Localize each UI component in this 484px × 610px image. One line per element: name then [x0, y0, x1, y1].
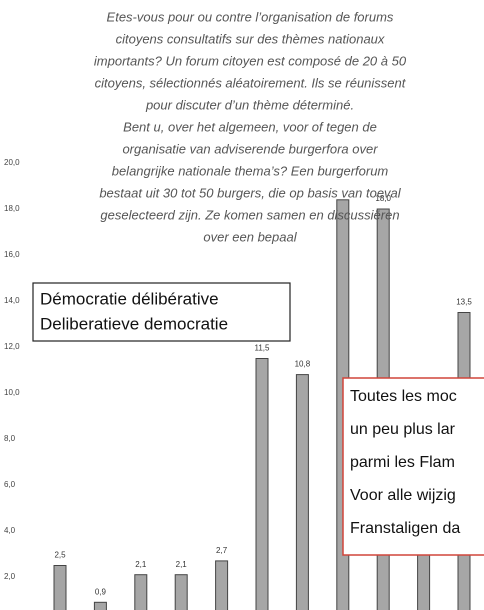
bar	[93, 601, 107, 610]
chart-title: belangrijke nationale thema’s? Een burge…	[112, 163, 389, 178]
chart-title: importants? Un forum citoyen est composé…	[94, 53, 407, 68]
annotation-text: parmi les Flam	[350, 454, 455, 471]
annotation-text: Démocratie délibérative	[40, 289, 219, 308]
chart-title: geselecteerd zijn. Ze komen samen en dis…	[100, 207, 399, 222]
chart-title: citoyens consultatifs sur des thèmes nat…	[116, 31, 385, 46]
annotation-text: Deliberatieve democratie	[40, 314, 228, 333]
chart-title: over een bepaal	[203, 229, 297, 244]
bar	[174, 574, 188, 610]
annotation-box	[32, 282, 291, 342]
value-label: 2,1	[135, 560, 147, 569]
bar	[215, 560, 229, 610]
y-tick-label: 20,0	[4, 158, 20, 167]
value-label: 13,5	[456, 298, 472, 307]
chart-title: Bent u, over het algemeen, voor of tegen…	[123, 119, 377, 134]
bar	[134, 574, 148, 610]
y-tick-label: 10,0	[4, 388, 20, 397]
chart-title: pour discuter d’un thème déterminé.	[145, 97, 354, 112]
y-tick-label: 8,0	[4, 434, 16, 443]
value-label: 10,8	[295, 360, 311, 369]
y-tick-label: 14,0	[4, 296, 20, 305]
annotation-text: Voor alle wijzig	[350, 487, 456, 504]
annotation-box	[342, 377, 484, 556]
y-tick-label: 16,0	[4, 250, 20, 259]
chart-title: Etes-vous pour ou contre l’organisation …	[107, 9, 394, 24]
value-label: 0,9	[95, 587, 107, 596]
chart-title: citoyens, sélectionnés aléatoirement. Il…	[95, 75, 407, 90]
y-tick-label: 4,0	[4, 526, 16, 535]
value-label: 2,7	[216, 546, 228, 555]
chart-title: bestaat uit 30 tot 50 burgers, die op ba…	[99, 185, 401, 200]
annotation-text: Franstaligen da	[350, 520, 460, 537]
y-tick-label: 12,0	[4, 342, 20, 351]
y-tick-label: 2,0	[4, 572, 16, 581]
annotation-text: un peu plus lar	[350, 421, 456, 438]
bar	[53, 565, 67, 610]
bar	[295, 374, 309, 610]
bar	[255, 358, 269, 610]
value-label: 2,1	[176, 560, 188, 569]
y-tick-label: 18,0	[4, 204, 20, 213]
value-label: 18,0	[375, 194, 391, 203]
value-label: 2,5	[54, 551, 66, 560]
y-tick-label: 6,0	[4, 480, 16, 489]
value-label: 11,5	[255, 344, 271, 353]
chart-title: organisatie van adviserende burgerfora o…	[122, 141, 378, 156]
annotation-text: Toutes les moc	[350, 388, 457, 405]
